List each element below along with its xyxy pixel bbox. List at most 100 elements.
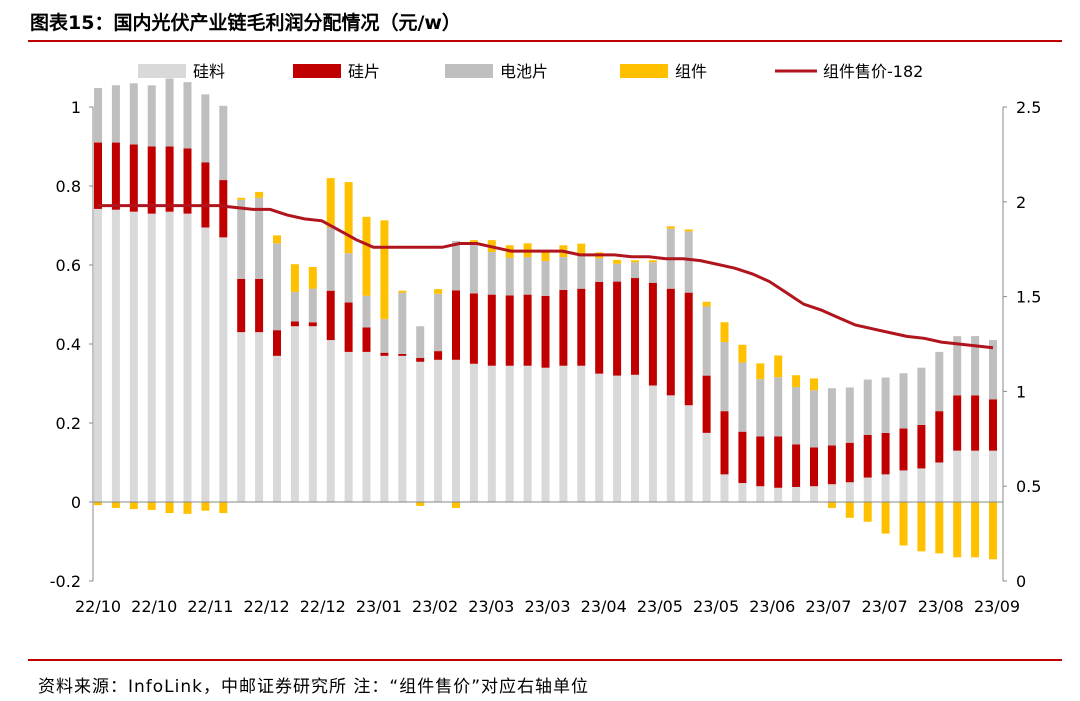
legend-swatch: [138, 64, 186, 78]
bar-segment: [255, 278, 264, 333]
right-tick-label: 1: [1016, 382, 1026, 401]
bar-segment: [541, 249, 550, 262]
bar-segment: [290, 321, 299, 327]
bar-segment: [469, 293, 478, 364]
bar-segment: [899, 373, 908, 429]
bar-segment: [827, 484, 836, 502]
bar-segment: [183, 213, 192, 502]
bar-segment: [308, 288, 317, 323]
bar-segment: [452, 502, 460, 508]
bar-segment: [792, 444, 801, 487]
x-tick-label: 23/08: [918, 597, 964, 616]
bar-segment: [147, 213, 156, 502]
source-note: 资料来源：InfoLink，中邮证券研究所 注：“组件售价”对应右轴单位: [38, 677, 590, 697]
bar-segment: [702, 432, 711, 503]
bar-segment: [738, 431, 747, 484]
bar-segment: [899, 428, 908, 471]
bar-segment: [398, 290, 407, 293]
bar-segment: [380, 355, 389, 502]
bar-segment: [165, 502, 174, 514]
bar-segment: [595, 258, 604, 282]
bar-segment: [362, 216, 371, 296]
bar-segment: [452, 290, 460, 360]
bar-segment: [845, 502, 854, 518]
x-tick-label: 23/04: [581, 597, 627, 616]
left-tick-label: 1: [71, 98, 81, 117]
bar-segment: [201, 227, 210, 503]
bar-segment: [541, 295, 550, 368]
bar-segment: [935, 411, 944, 463]
bar-segment: [756, 379, 765, 437]
bar-segment: [380, 220, 389, 320]
bar-segment: [792, 375, 801, 388]
bar-segment: [756, 436, 765, 487]
right-tick-label: 0: [1016, 572, 1026, 591]
bar-segment: [774, 487, 783, 502]
bar-segment: [595, 281, 604, 374]
bar-segment: [863, 434, 872, 478]
bar-segment: [147, 146, 156, 214]
bar-segment: [917, 468, 926, 502]
legend-swatch: [445, 64, 493, 78]
bar-segment: [290, 264, 299, 292]
bar-segment: [362, 327, 371, 352]
bar-segment: [684, 405, 693, 502]
bar-segment: [863, 477, 872, 502]
bar-segment: [702, 306, 711, 376]
bar-segment: [720, 411, 729, 475]
page-title: 图表15：国内光伏产业链毛利润分配情况（元/w）: [30, 12, 461, 34]
bar-segment: [344, 351, 353, 502]
bar-segment: [756, 486, 765, 502]
right-tick-label: 1.5: [1016, 288, 1041, 307]
bar-segment: [917, 502, 926, 552]
legend-label: 组件售价-182: [823, 62, 923, 81]
bar-segment: [165, 211, 174, 502]
bar-segment: [541, 367, 550, 502]
bar-segment: [738, 344, 747, 363]
bar-segment: [434, 351, 443, 360]
bar-segment: [559, 365, 568, 502]
bar-segment: [935, 462, 944, 502]
bar-segment: [308, 266, 317, 289]
bar-segment: [989, 399, 997, 451]
bar-segment: [613, 263, 622, 282]
bar-segment: [201, 94, 210, 163]
bar-segment: [290, 326, 299, 502]
bar-segment: [219, 180, 228, 238]
bar-segment: [94, 502, 102, 506]
bar-segment: [398, 355, 407, 502]
bar-segment: [469, 242, 478, 294]
bar-segment: [899, 502, 908, 546]
bar-segment: [416, 502, 425, 506]
bar-segment: [111, 502, 120, 508]
bar-segment: [434, 289, 443, 294]
bar-segment: [666, 395, 675, 502]
bar-segment: [219, 105, 228, 181]
bar-segment: [971, 450, 980, 502]
bar-segment: [434, 359, 443, 502]
left-tick-label: -0.2: [50, 572, 81, 591]
bar-segment: [631, 374, 639, 502]
bar-segment: [810, 390, 818, 448]
bar-segment: [94, 142, 102, 209]
x-tick-label: 23/02: [412, 597, 458, 616]
bar-segment: [577, 365, 586, 502]
bar-segment: [129, 144, 138, 212]
bar-segment: [237, 199, 246, 279]
bar-segment: [326, 227, 335, 291]
bar-segment: [989, 450, 997, 502]
bar-segment: [255, 197, 264, 279]
bar-segment: [953, 502, 962, 558]
bar-segment: [398, 353, 407, 356]
x-tick-label: 23/05: [693, 597, 739, 616]
bar-segment: [595, 373, 604, 502]
bar-segment: [613, 259, 622, 264]
bar-segment: [219, 502, 228, 514]
bar-segment: [684, 231, 693, 293]
bar-segment: [273, 243, 281, 331]
bar-segment: [326, 290, 335, 341]
bar-segment: [523, 365, 532, 502]
bar-segment: [881, 502, 890, 534]
bar-segment: [613, 375, 622, 502]
